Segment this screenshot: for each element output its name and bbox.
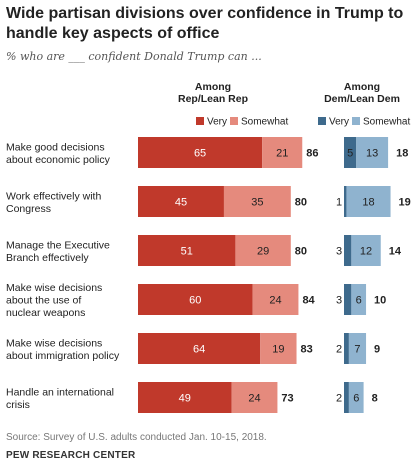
data-label-rep-total: 86	[306, 148, 318, 160]
bar-dem-very	[344, 137, 357, 168]
data-label-rep-total: 83	[301, 344, 313, 356]
category-label: Make wise decisions	[6, 282, 102, 294]
category-label: Congress	[6, 203, 51, 215]
bar-dem-somewhat	[348, 333, 367, 364]
bar-rep-very	[138, 186, 224, 217]
data-label-dem-total: 14	[389, 246, 402, 258]
data-label-rep-total: 80	[295, 197, 307, 209]
data-label-rep-somewhat: 24	[248, 393, 260, 405]
data-label-rep-total: 84	[302, 295, 315, 307]
data-label-dem-somewhat: 12	[360, 246, 372, 258]
legend-label-dem-very: Very	[329, 117, 349, 128]
data-label-rep-somewhat: 24	[269, 295, 281, 307]
data-label-dem-very: 2	[336, 344, 342, 356]
bar-rep-very	[138, 333, 261, 364]
legend-swatch-dem-very	[318, 117, 326, 125]
data-label-dem-total: 18	[396, 148, 408, 160]
category-label: about immigration policy	[6, 350, 120, 362]
bar-rep-somewhat	[252, 284, 299, 315]
bar-dem-very	[344, 333, 349, 364]
bar-rep-very	[138, 235, 236, 266]
legend-label-rep-somewhat: Somewhat	[241, 117, 288, 128]
data-label-dem-somewhat: 18	[362, 197, 374, 209]
bar-dem-somewhat	[348, 382, 364, 413]
data-label-rep-somewhat: 19	[272, 344, 284, 356]
org-credit: PEW RESEARCH CENTER	[6, 450, 136, 461]
bar-rep-somewhat	[260, 333, 297, 364]
group-header-rep: Among	[195, 81, 231, 93]
bar-dem-somewhat	[356, 137, 389, 168]
legend-label-rep-very: Very	[207, 117, 227, 128]
data-label-rep-very: 60	[189, 295, 201, 307]
chart-title: Wide partisan divisions over confidence …	[6, 5, 404, 42]
bar-rep-somewhat	[235, 235, 291, 266]
bar-rep-very	[138, 137, 263, 168]
data-label-dem-somewhat: 6	[353, 393, 359, 405]
data-label-dem-somewhat: 13	[366, 148, 378, 160]
data-label-rep-total: 73	[281, 393, 293, 405]
data-label-dem-total: 10	[374, 295, 386, 307]
category-label: Manage the Executive	[6, 239, 110, 251]
group-header-rep: Rep/Lean Rep	[178, 93, 248, 105]
bar-rep-very	[138, 284, 253, 315]
category-label: Make good decisions	[6, 141, 105, 153]
source-note: Source: Survey of U.S. adults conducted …	[6, 432, 267, 443]
bar-dem-very	[344, 382, 349, 413]
legend-swatch-rep-very	[196, 117, 204, 125]
bar-dem-somewhat	[346, 186, 391, 217]
data-label-dem-total: 9	[374, 344, 380, 356]
data-label-dem-somewhat: 7	[354, 344, 360, 356]
category-label: Work effectively with	[6, 190, 101, 202]
category-label: Handle an international	[6, 386, 114, 398]
data-label-rep-somewhat: 29	[257, 246, 269, 258]
bar-dem-somewhat	[351, 235, 381, 266]
category-label: Make wise decisions	[6, 337, 102, 349]
data-label-dem-total: 19	[399, 197, 411, 209]
data-label-rep-very: 65	[194, 148, 206, 160]
bar-dem-very	[344, 186, 347, 217]
data-label-rep-very: 45	[175, 197, 187, 209]
category-label: about economic policy	[6, 154, 111, 166]
data-label-rep-very: 49	[179, 393, 191, 405]
group-header-dem: Among	[344, 81, 380, 93]
chart-subtitle: % who are ___ confident Donald Trump can…	[6, 50, 262, 63]
data-label-dem-very: 1	[336, 197, 342, 209]
legend-swatch-rep-somewhat	[230, 117, 238, 125]
category-label: nuclear weapons	[6, 307, 85, 319]
data-label-rep-somewhat: 35	[251, 197, 263, 209]
bar-rep-somewhat	[223, 186, 291, 217]
data-label-rep-somewhat: 21	[276, 148, 288, 160]
bar-rep-very	[138, 382, 232, 413]
data-label-dem-very: 2	[336, 393, 342, 405]
group-header-dem: Dem/Lean Dem	[324, 93, 400, 105]
data-label-dem-very: 3	[336, 246, 342, 258]
data-label-dem-very: 3	[336, 295, 342, 307]
data-label-rep-very: 51	[181, 246, 193, 258]
data-label-rep-total: 80	[295, 246, 307, 258]
data-label-dem-somewhat: 6	[356, 295, 362, 307]
data-label-rep-very: 64	[193, 344, 205, 356]
legend-swatch-dem-somewhat	[352, 117, 360, 125]
data-label-dem-total: 8	[372, 393, 378, 405]
bar-rep-somewhat	[262, 137, 303, 168]
category-label: crisis	[6, 399, 30, 411]
bar-dem-somewhat	[351, 284, 367, 315]
category-label: Branch effectively	[6, 252, 89, 264]
bar-rep-somewhat	[231, 382, 278, 413]
bar-dem-very	[344, 284, 352, 315]
category-label: about the use of	[6, 295, 81, 307]
legend-label-dem-somewhat: Somewhat	[363, 117, 410, 128]
data-label-dem-very: 5	[347, 148, 353, 160]
bar-dem-very	[344, 235, 352, 266]
